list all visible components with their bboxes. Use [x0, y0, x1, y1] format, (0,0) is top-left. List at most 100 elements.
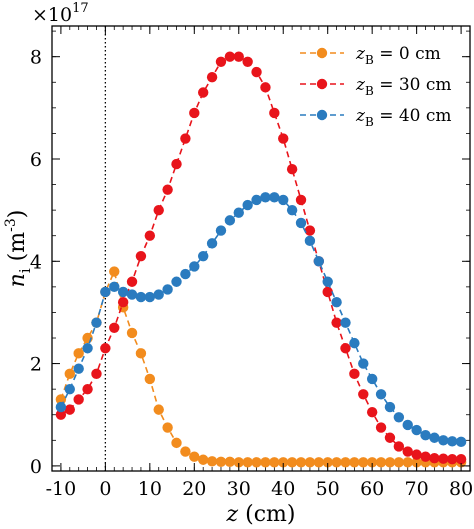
- data-point: [64, 383, 75, 395]
- x-tick-label: 30: [227, 478, 251, 500]
- data-point: [322, 286, 333, 298]
- data-point: [251, 194, 262, 206]
- data-point: [162, 284, 173, 295]
- data-point: [349, 457, 360, 468]
- data-point: [349, 368, 360, 380]
- series-line: [60, 196, 462, 443]
- data-point: [411, 449, 422, 460]
- data-point: [144, 373, 156, 385]
- data-point: [322, 276, 333, 287]
- data-point: [189, 451, 200, 462]
- data-point: [286, 164, 298, 175]
- data-point: [295, 194, 307, 206]
- data-point: [206, 71, 218, 83]
- x-tick-label: 80: [449, 478, 473, 500]
- data-point: [349, 337, 360, 349]
- data-point: [269, 107, 280, 119]
- data-point: [91, 368, 102, 380]
- data-point: [251, 457, 262, 468]
- data-point: [331, 457, 342, 468]
- series-layer: [55, 51, 467, 468]
- data-point: [402, 419, 413, 431]
- data-point: [269, 457, 280, 468]
- data-point: [153, 289, 164, 300]
- y-scale-label: ×1017: [32, 1, 89, 26]
- data-point: [375, 422, 387, 433]
- data-point: [304, 235, 316, 247]
- legend-marker: [316, 109, 328, 121]
- plot-frame: [51, 25, 471, 472]
- data-point: [358, 389, 369, 400]
- data-point: [313, 457, 325, 468]
- data-point: [215, 56, 227, 68]
- data-point: [366, 406, 378, 418]
- data-point: [73, 394, 84, 405]
- data-point: [100, 286, 111, 298]
- data-point: [189, 261, 200, 272]
- x-tick-label: 0: [99, 478, 111, 500]
- data-point: [384, 432, 396, 443]
- data-point: [331, 297, 342, 308]
- data-point: [278, 194, 289, 206]
- data-point: [438, 453, 449, 464]
- data-point: [233, 51, 244, 62]
- data-point: [260, 457, 271, 468]
- y-tick-label: 0: [30, 456, 42, 478]
- data-point: [153, 404, 164, 415]
- legend: zB = 0 cm zB = 30 cm zB = 40 cm: [300, 44, 452, 129]
- data-point: [153, 204, 164, 216]
- legend-entry: zB = 30 cm: [300, 75, 452, 98]
- data-point: [126, 289, 138, 300]
- data-point: [402, 446, 413, 457]
- data-point: [135, 291, 147, 303]
- data-point: [144, 230, 156, 241]
- legend-entry: zB = 0 cm: [300, 44, 441, 67]
- data-point: [135, 348, 147, 359]
- data-point: [64, 404, 75, 415]
- x-tick-label: 50: [316, 478, 340, 500]
- data-point: [171, 276, 182, 287]
- data-point: [189, 107, 200, 119]
- y-tick-label: 2: [30, 354, 42, 376]
- data-point: [242, 199, 253, 211]
- data-point: [91, 317, 102, 328]
- data-point: [384, 401, 396, 413]
- data-point: [82, 383, 93, 395]
- data-point: [260, 192, 271, 203]
- legend-label: zB = 40 cm: [355, 106, 452, 129]
- data-point: [162, 422, 173, 433]
- data-point: [251, 66, 262, 78]
- data-point: [447, 436, 458, 447]
- x-axis-title: z (cm): [226, 502, 296, 527]
- data-point: [171, 437, 182, 449]
- x-tick-label: 10: [138, 478, 162, 500]
- series-0: [55, 266, 467, 468]
- data-point: [331, 317, 342, 328]
- data-point: [260, 82, 271, 93]
- data-point: [455, 454, 467, 465]
- data-point: [55, 401, 67, 413]
- data-point: [126, 276, 138, 287]
- data-point: [278, 133, 289, 144]
- data-point: [295, 457, 307, 468]
- y-axis-title: ni (m-3): [3, 210, 34, 288]
- data-point: [64, 368, 75, 380]
- data-point: [366, 373, 378, 385]
- data-point: [215, 456, 227, 467]
- data-point: [224, 456, 236, 467]
- data-point: [109, 322, 120, 333]
- data-point: [269, 192, 280, 203]
- data-point: [197, 250, 209, 262]
- data-point: [126, 327, 138, 339]
- x-tick-label: 70: [405, 478, 429, 500]
- data-point: [402, 457, 413, 468]
- data-point: [429, 453, 440, 464]
- y-tick-label: 6: [30, 149, 42, 171]
- series-2: [55, 192, 467, 448]
- data-point: [278, 457, 289, 468]
- data-point: [55, 409, 67, 420]
- data-point: [180, 268, 191, 280]
- data-point: [206, 238, 218, 249]
